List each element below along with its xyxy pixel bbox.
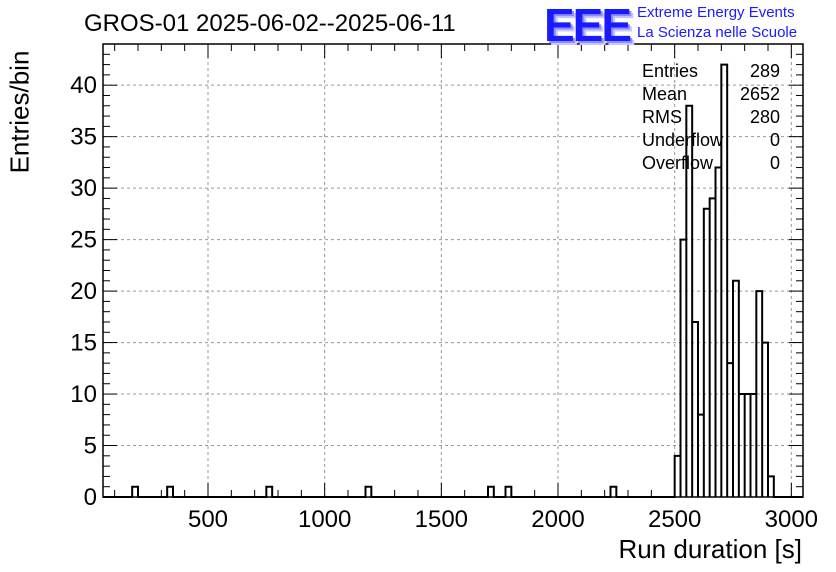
stat-underflow-value: 0 (769, 130, 780, 150)
y-axis-label: Entries/bin (4, 50, 35, 174)
stat-overflow-value: 0 (769, 153, 780, 173)
stat-entries: Entries 289 (642, 60, 780, 83)
chart-title: GROS-01 2025-06-02--2025-06-11 (84, 10, 456, 37)
stat-rms-label: RMS (642, 107, 682, 127)
y-tick-label: 20 (70, 278, 97, 305)
x-tick-label: 1000 (298, 506, 351, 533)
stat-overflow-label: Overflow (642, 153, 714, 173)
y-tick-label: 30 (70, 175, 97, 202)
eee-logo: EEE (544, 0, 632, 51)
plot-frame (102, 43, 804, 498)
logo-tagline-2: La Scienza nelle Scuole (637, 24, 798, 41)
y-tick-label: 35 (70, 124, 97, 151)
stat-mean-label: Mean (642, 84, 688, 104)
y-tick-label: 5 (84, 433, 97, 460)
stat-underflow: Underflow 0 (642, 129, 780, 152)
y-tick-label: 0 (84, 484, 97, 511)
y-tick-label: 10 (70, 381, 97, 408)
stats-box: Entries 289 Mean 2652 RMS 280 Underflow … (642, 60, 780, 175)
stat-mean: Mean 2652 (642, 83, 780, 106)
stat-rms: RMS 280 (642, 106, 780, 129)
y-tick-label: 25 (70, 227, 97, 254)
stat-overflow: Overflow 0 (642, 152, 780, 175)
y-tick-label: 15 (70, 330, 97, 357)
stat-entries-value: 289 (749, 61, 780, 81)
histogram-outline (103, 63, 803, 498)
y-tick-label: 40 (70, 72, 97, 99)
x-tick-label: 2500 (648, 506, 701, 533)
x-tick-label: 2000 (531, 506, 584, 533)
x-tick-label: 3000 (765, 506, 818, 533)
x-axis-label: Run duration [s] (618, 534, 802, 564)
stat-entries-label: Entries (642, 61, 699, 81)
x-tick-label: 500 (188, 506, 228, 533)
stat-rms-value: 280 (749, 107, 780, 127)
logo-tagline-1: Extreme Energy Events (637, 4, 795, 21)
stat-underflow-label: Underflow (642, 130, 724, 150)
x-tick-label: 1500 (415, 506, 468, 533)
stat-mean-value: 2652 (739, 84, 780, 104)
